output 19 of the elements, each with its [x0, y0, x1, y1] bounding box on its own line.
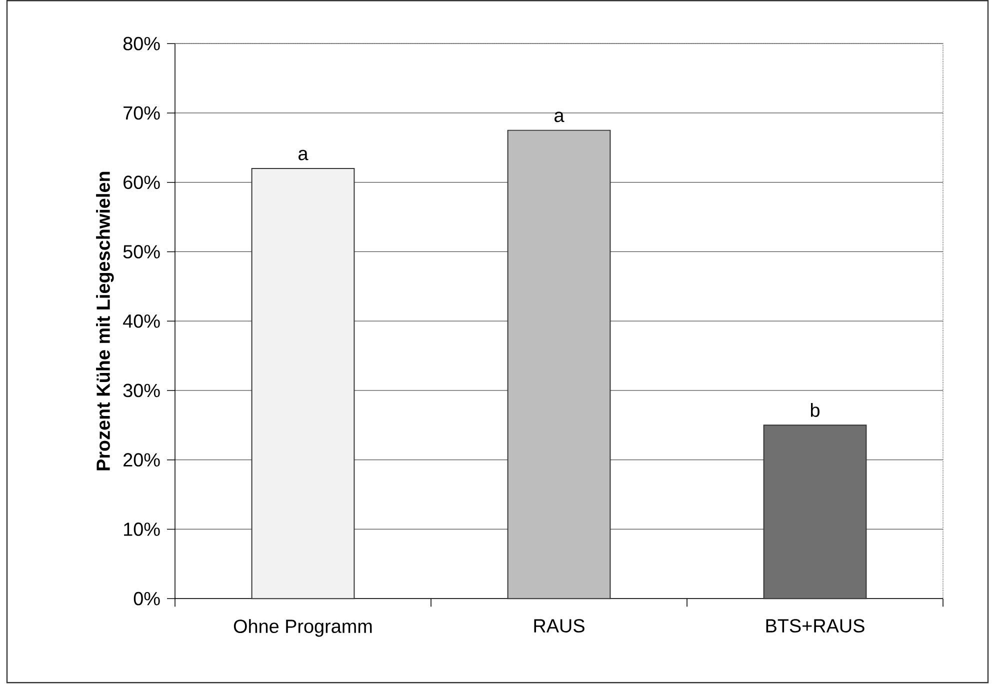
y-tick-label: 80%	[123, 37, 160, 50]
y-tick-label: 20%	[124, 453, 160, 467]
annotation: a	[554, 112, 564, 122]
bar	[251, 168, 355, 600]
annotation: b	[810, 403, 820, 418]
y-tick-label: 10%	[124, 522, 160, 536]
x-tick-label: BTS+RAUS	[766, 619, 864, 633]
x-tick-label: Ohne Programm	[234, 619, 372, 637]
annotation: a	[298, 150, 308, 160]
y-tick-label: 30%	[123, 384, 160, 398]
y-tick-label: 40%	[123, 314, 160, 328]
y-axis-title: Prozent Kühe mit Liegeschwielen	[96, 172, 114, 470]
y-tick-label: 0%	[134, 592, 160, 606]
y-tick-label: 70%	[124, 106, 160, 120]
x-tick-label: RAUS	[534, 619, 584, 633]
y-tick-label: 50%	[123, 245, 160, 259]
bar	[507, 130, 611, 600]
y-tick-label: 60%	[124, 176, 160, 190]
bar	[763, 424, 867, 600]
